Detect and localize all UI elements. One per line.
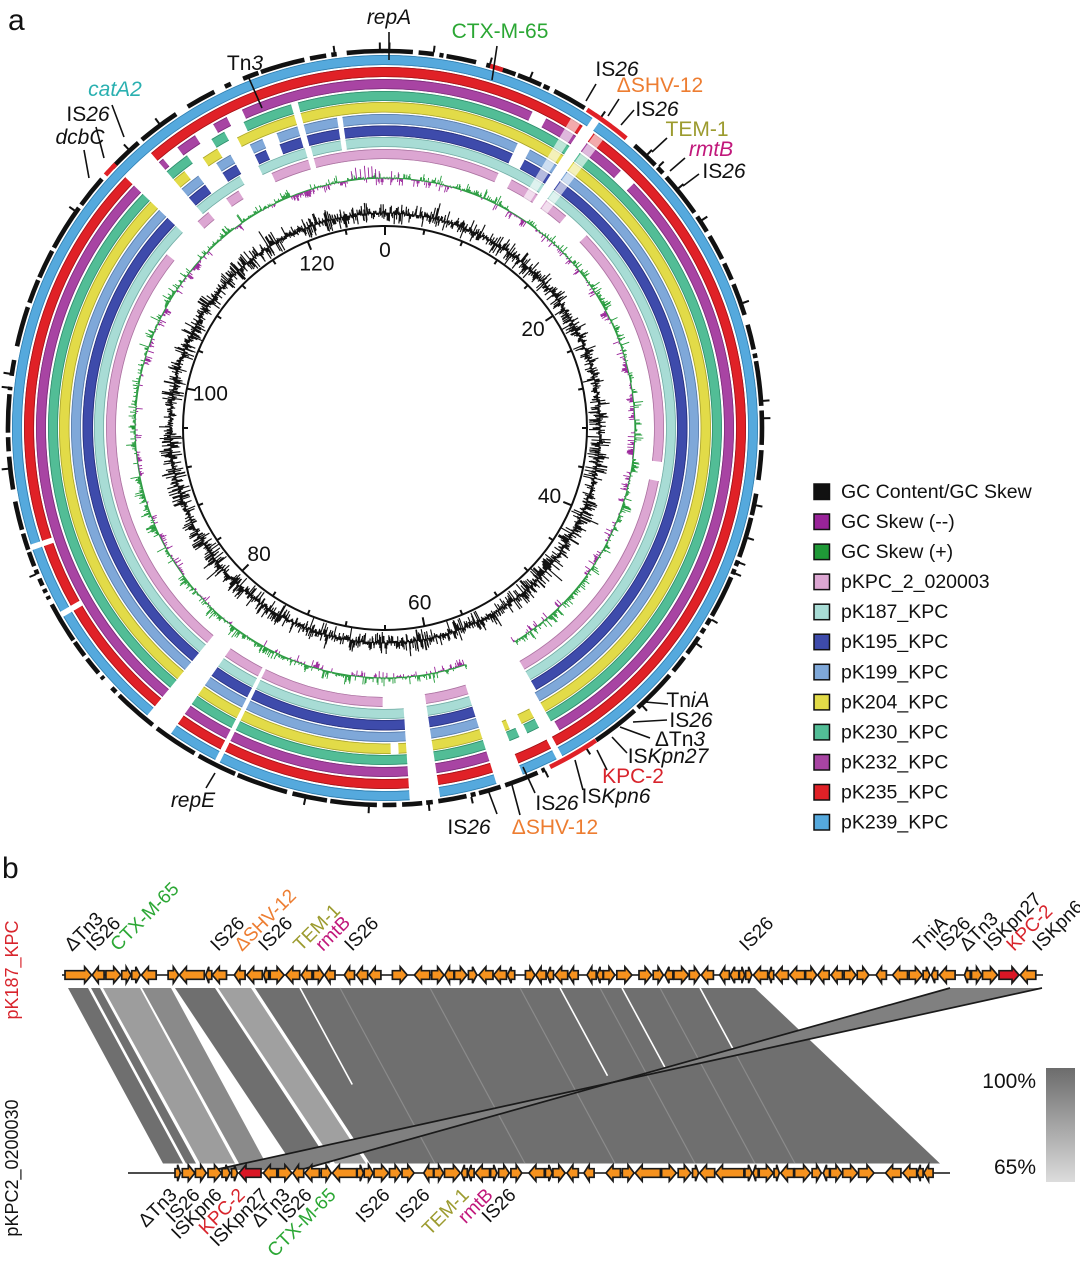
- svg-text:ΔSHV-12: ΔSHV-12: [512, 816, 598, 839]
- svg-text:repE: repE: [171, 789, 216, 812]
- svg-text:KPC-2: KPC-2: [602, 765, 664, 788]
- svg-text:IS26: IS26: [702, 160, 746, 183]
- svg-text:60: 60: [408, 592, 431, 615]
- svg-text:ISKpn27: ISKpn27: [628, 745, 710, 768]
- svg-text:dcbC: dcbC: [55, 126, 105, 149]
- svg-text:Tn3: Tn3: [227, 52, 264, 75]
- svg-text:pK199_KPC: pK199_KPC: [841, 661, 948, 683]
- svg-text:TEM-1: TEM-1: [666, 118, 729, 141]
- svg-text:IS26: IS26: [66, 103, 110, 126]
- svg-text:catA2: catA2: [88, 78, 142, 101]
- svg-text:rmtB: rmtB: [689, 138, 733, 161]
- svg-text:20: 20: [521, 318, 544, 341]
- svg-text:40: 40: [538, 485, 561, 508]
- svg-text:100: 100: [193, 382, 228, 405]
- svg-text:IS26: IS26: [595, 58, 639, 81]
- svg-text:pK232_KPC: pK232_KPC: [841, 752, 948, 774]
- svg-text:ΔSHV-12: ΔSHV-12: [617, 74, 703, 97]
- svg-text:pK239_KPC: pK239_KPC: [841, 812, 948, 834]
- svg-text:IS26: IS26: [535, 792, 579, 815]
- svg-text:pK195_KPC: pK195_KPC: [841, 631, 948, 653]
- svg-text:a: a: [8, 4, 25, 37]
- svg-text:repA: repA: [367, 6, 411, 29]
- svg-text:0: 0: [379, 239, 391, 262]
- svg-text:100%: 100%: [982, 1070, 1036, 1093]
- svg-text:ΔTn3: ΔTn3: [655, 728, 706, 751]
- svg-text:pK235_KPC: pK235_KPC: [841, 782, 948, 804]
- svg-text:65%: 65%: [994, 1156, 1036, 1179]
- svg-text:pK230_KPC: pK230_KPC: [841, 721, 948, 743]
- svg-text:pKPC2_0200030: pKPC2_0200030: [2, 1099, 23, 1236]
- svg-text:pK187_KPC: pK187_KPC: [2, 920, 23, 1019]
- svg-text:GC Content/GC Skew: GC Content/GC Skew: [841, 481, 1033, 503]
- svg-text:TniA: TniA: [666, 689, 709, 712]
- svg-text:b: b: [2, 852, 19, 885]
- svg-text:IS26: IS26: [669, 709, 713, 732]
- svg-text:CTX-M-65: CTX-M-65: [452, 20, 549, 43]
- svg-text:120: 120: [299, 253, 334, 276]
- svg-text:IS26: IS26: [447, 816, 491, 839]
- svg-text:IS26: IS26: [635, 98, 679, 121]
- svg-text:pKPC_2_020003: pKPC_2_020003: [841, 571, 990, 593]
- svg-text:pK187_KPC: pK187_KPC: [841, 601, 948, 623]
- svg-text:ISKpn6: ISKpn6: [582, 785, 651, 808]
- svg-text:pK204_KPC: pK204_KPC: [841, 691, 948, 713]
- svg-text:80: 80: [247, 543, 270, 566]
- svg-text:GC Skew (+): GC Skew (+): [841, 541, 953, 563]
- svg-text:GC Skew (--): GC Skew (--): [841, 511, 955, 533]
